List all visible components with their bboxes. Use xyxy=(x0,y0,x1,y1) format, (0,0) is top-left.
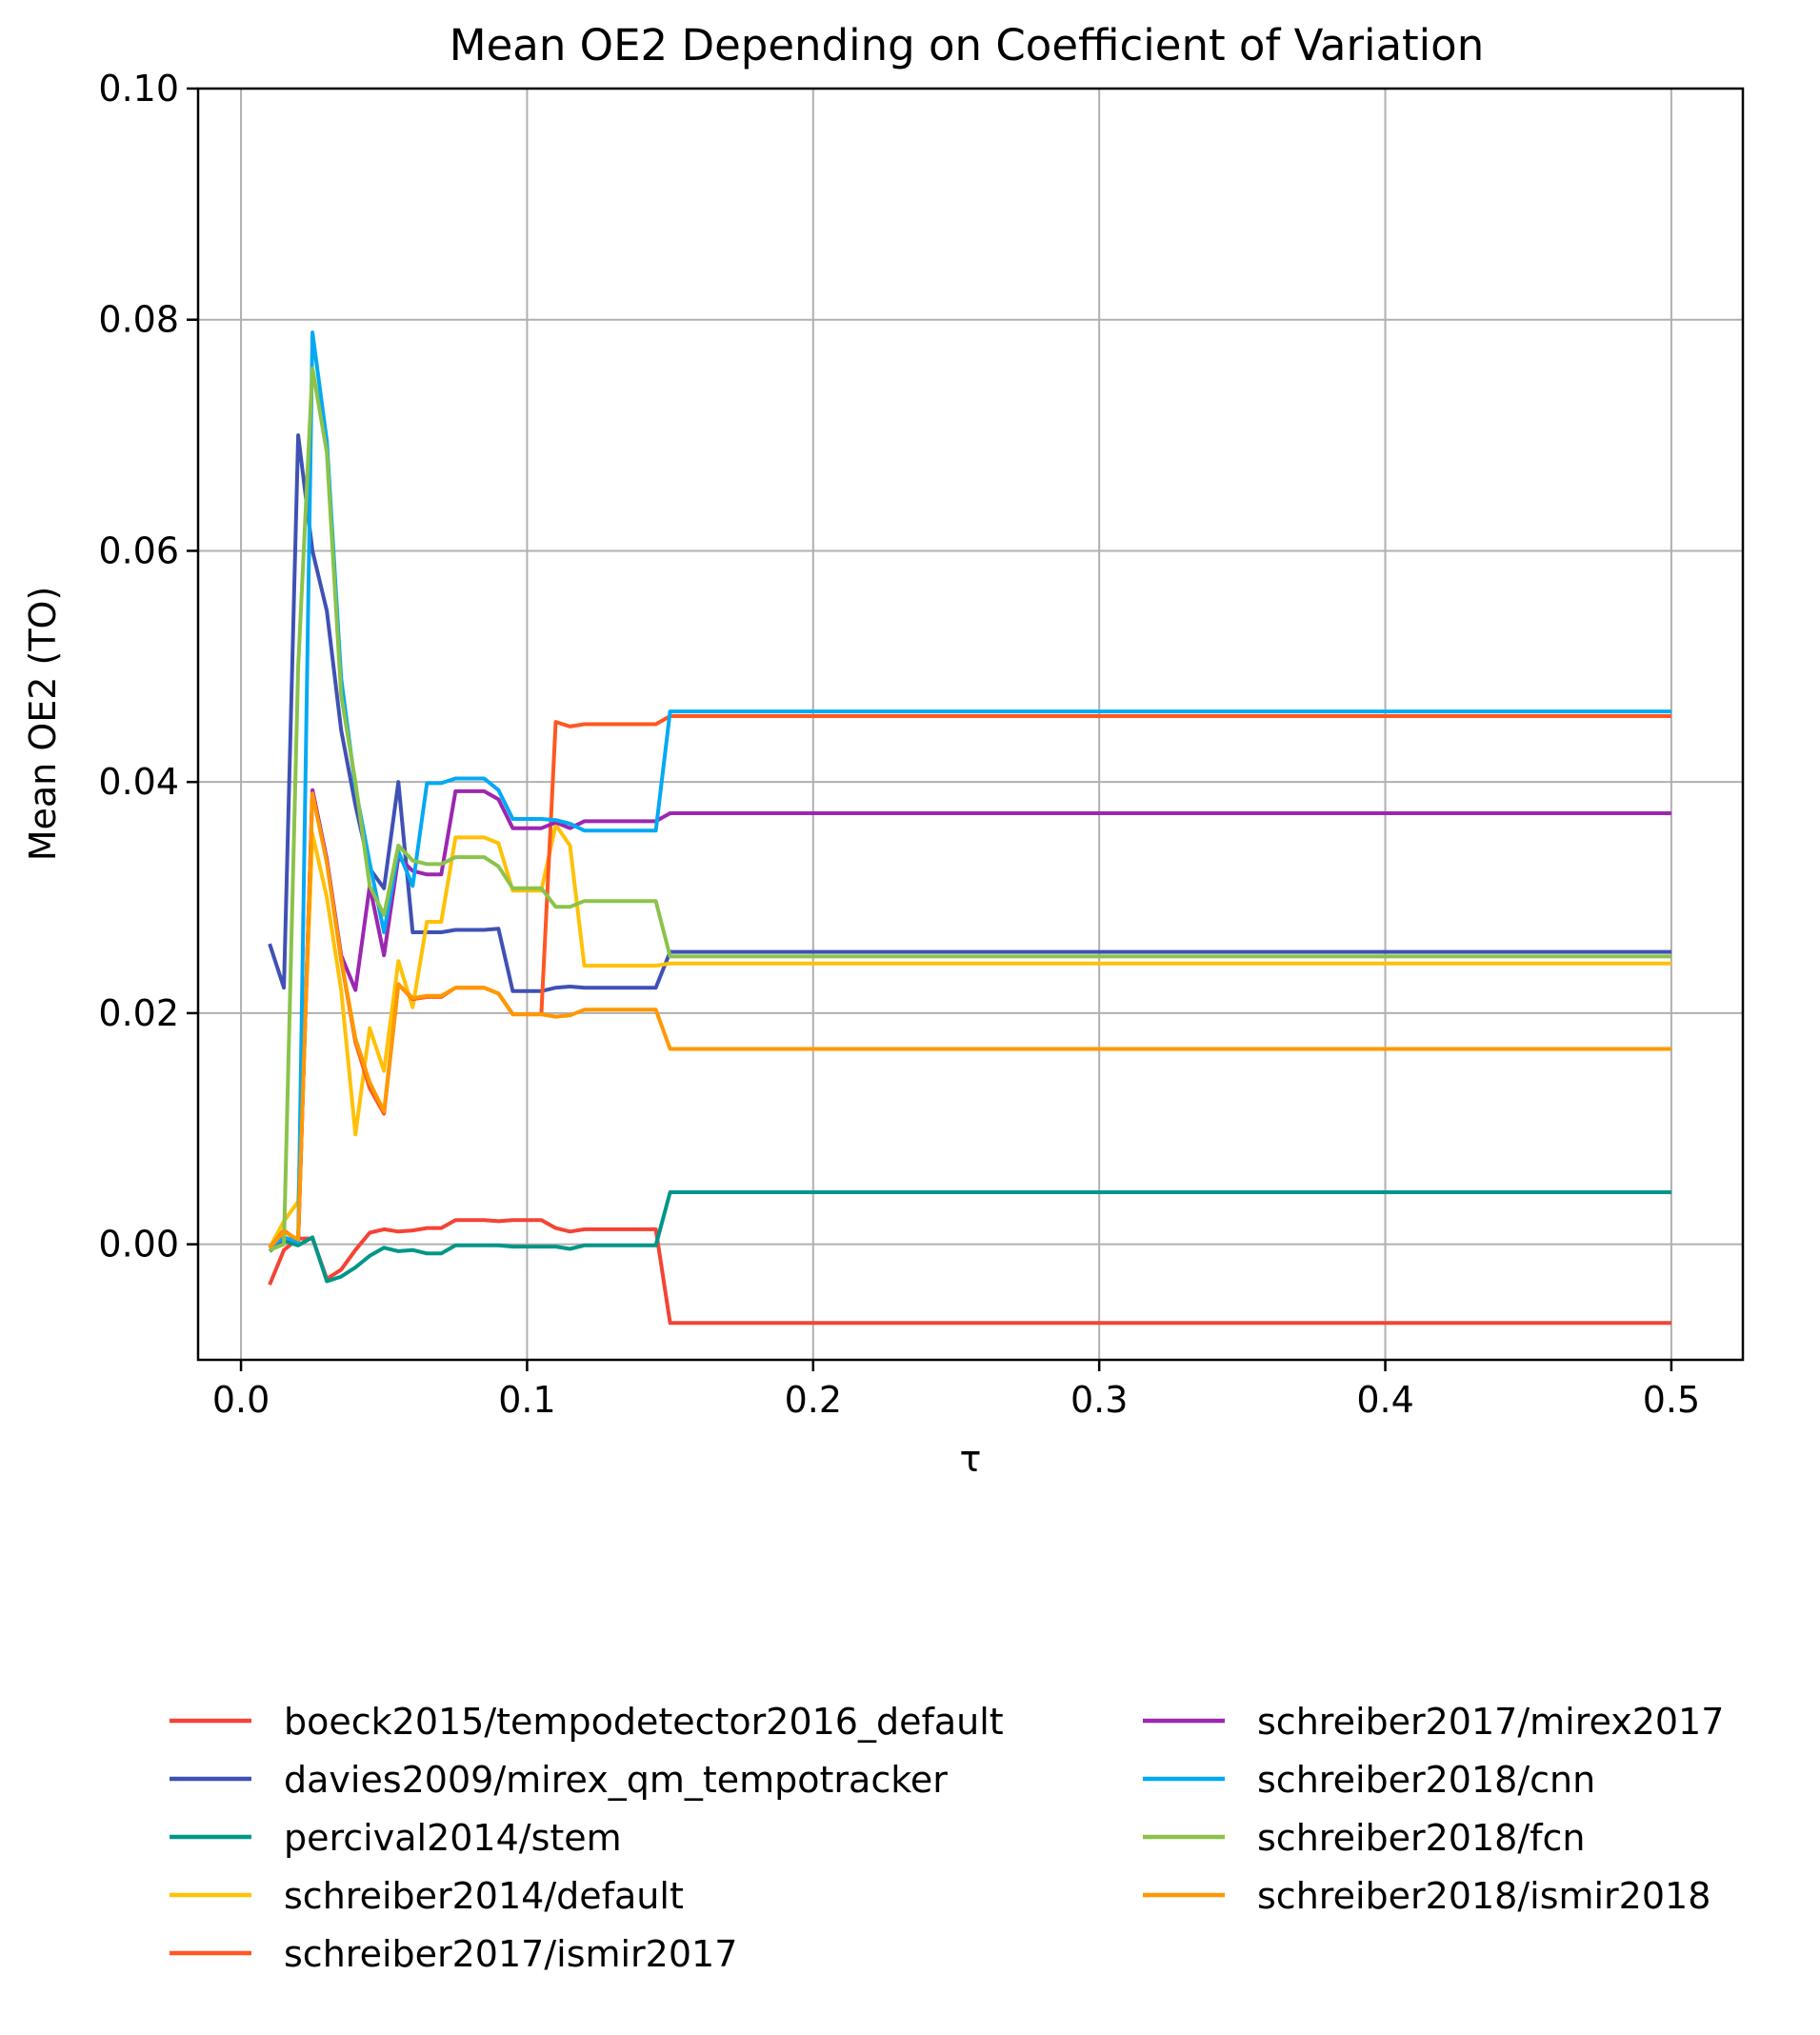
y-tick-label: 0.04 xyxy=(98,761,179,803)
legend-label: schreiber2018/ismir2018 xyxy=(1257,1875,1710,1917)
x-tick-label: 0.2 xyxy=(785,1379,842,1421)
series-line-2 xyxy=(268,433,1671,993)
legend-label: schreiber2018/fcn xyxy=(1257,1817,1586,1859)
legend-label: schreiber2014/default xyxy=(284,1875,684,1917)
axis-ticks: 0.0 0.1 0.2 0.3 0.4 0.5 0.00 0.02 0.04 0.06 0.08 0.… xyxy=(98,68,1700,1421)
legend-label: boeck2015/tempodetector2016_default xyxy=(284,1701,1004,1743)
series-lines xyxy=(268,330,1671,1326)
legend-label: davies2009/mirex_qm_tempotracker xyxy=(284,1759,948,1801)
grid-lines xyxy=(198,88,1743,1360)
x-tick-label: 0.5 xyxy=(1643,1379,1700,1421)
legend-label: schreiber2017/mirex2017 xyxy=(1257,1701,1724,1743)
x-tick-label: 0.3 xyxy=(1070,1379,1128,1421)
series-line-8 xyxy=(269,366,1671,1252)
chart-title: Mean OE2 Depending on Coefficient of Var… xyxy=(450,20,1484,70)
y-axis-label: Mean OE2 (TO) xyxy=(22,587,64,862)
x-tick-label: 0.0 xyxy=(212,1379,270,1421)
series-line-9 xyxy=(268,791,1671,1249)
y-tick-label: 0.10 xyxy=(98,68,179,110)
y-tick-label: 0.06 xyxy=(98,529,179,571)
y-tick-label: 0.00 xyxy=(98,1224,179,1266)
x-axis-label: τ xyxy=(960,1438,982,1480)
x-tick-label: 0.1 xyxy=(498,1379,555,1421)
legend-label: schreiber2017/ismir2017 xyxy=(284,1933,737,1975)
series-line-3 xyxy=(268,1190,1671,1284)
series-line-4 xyxy=(268,823,1671,1249)
series-line-1 xyxy=(268,1218,1671,1326)
legend: boeck2015/tempodetector2016_defaultdavie… xyxy=(170,1701,1724,1975)
legend-label: schreiber2018/cnn xyxy=(1257,1759,1595,1801)
y-tick-label: 0.02 xyxy=(98,992,179,1034)
legend-label: percival2014/stem xyxy=(284,1817,622,1859)
y-tick-label: 0.08 xyxy=(98,299,179,341)
plot-frame xyxy=(196,87,1745,1362)
x-tick-label: 0.4 xyxy=(1356,1379,1413,1421)
